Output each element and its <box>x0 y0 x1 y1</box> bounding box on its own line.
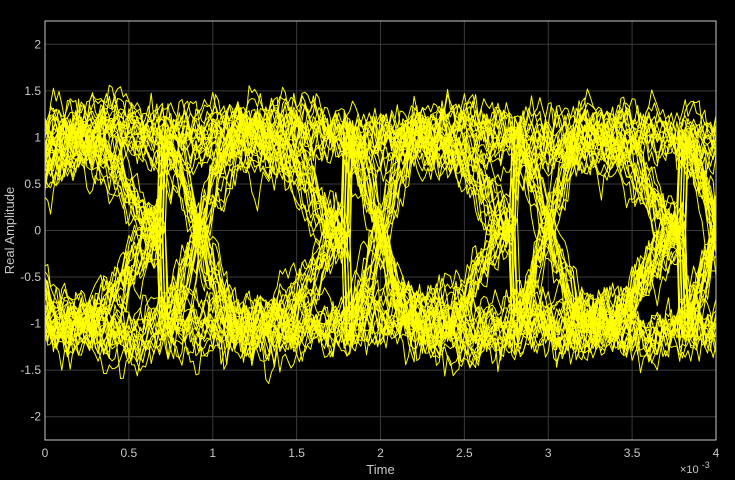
eye-trace-line <box>45 106 716 365</box>
y-tick-label: -2 <box>30 410 41 424</box>
y-tick-label: 2 <box>34 37 41 51</box>
x-tick-label: 1 <box>209 446 216 460</box>
eye-trace-line <box>45 109 716 356</box>
eye-trace-line <box>45 278 716 364</box>
x-axis-exponent-power: -3 <box>702 460 710 470</box>
x-tick-label: 2 <box>377 446 384 460</box>
eye-trace-line <box>45 95 716 328</box>
y-axis-label: Real Amplitude <box>2 187 17 274</box>
y-tick-label: 1 <box>34 130 41 144</box>
y-tick-labels: -2 -1.5 -1 -0.5 0 0.5 1 1.5 2 <box>20 37 41 423</box>
eye-trace-line <box>45 105 716 235</box>
x-tick-label: 4 <box>713 446 720 460</box>
x-tick-labels: 0 0.5 1 1.5 2 2.5 3 3.5 4 <box>42 446 720 460</box>
trace-layer <box>45 84 716 384</box>
eye-trace-line <box>45 113 716 366</box>
y-tick-label: 0.5 <box>24 177 41 191</box>
y-tick-label: -0.5 <box>20 270 41 284</box>
y-tick-label: 0 <box>34 224 41 238</box>
x-tick-label: 0.5 <box>121 446 138 460</box>
eye-trace-line <box>45 102 716 360</box>
eye-trace-line <box>45 296 716 366</box>
x-tick-label: 2.5 <box>456 446 473 460</box>
x-axis-label: Time <box>366 462 394 477</box>
y-tick-label: -1.5 <box>20 363 41 377</box>
eye-trace-line <box>45 89 716 341</box>
x-axis-exponent: ×10 -3 <box>680 460 710 476</box>
eye-trace-line <box>45 93 716 337</box>
x-tick-label: 3.5 <box>624 446 641 460</box>
x-tick-label: 1.5 <box>288 446 305 460</box>
x-axis-exponent-base: ×10 <box>680 464 699 476</box>
y-tick-label: 1.5 <box>24 84 41 98</box>
eye-trace-line <box>45 138 716 362</box>
eye-trace-line <box>45 93 716 317</box>
x-tick-label: 3 <box>545 446 552 460</box>
axes-box <box>44 20 717 441</box>
eye-trace-line <box>45 110 716 364</box>
x-tick-label: 0 <box>42 446 49 460</box>
y-tick-label: -1 <box>30 317 41 331</box>
